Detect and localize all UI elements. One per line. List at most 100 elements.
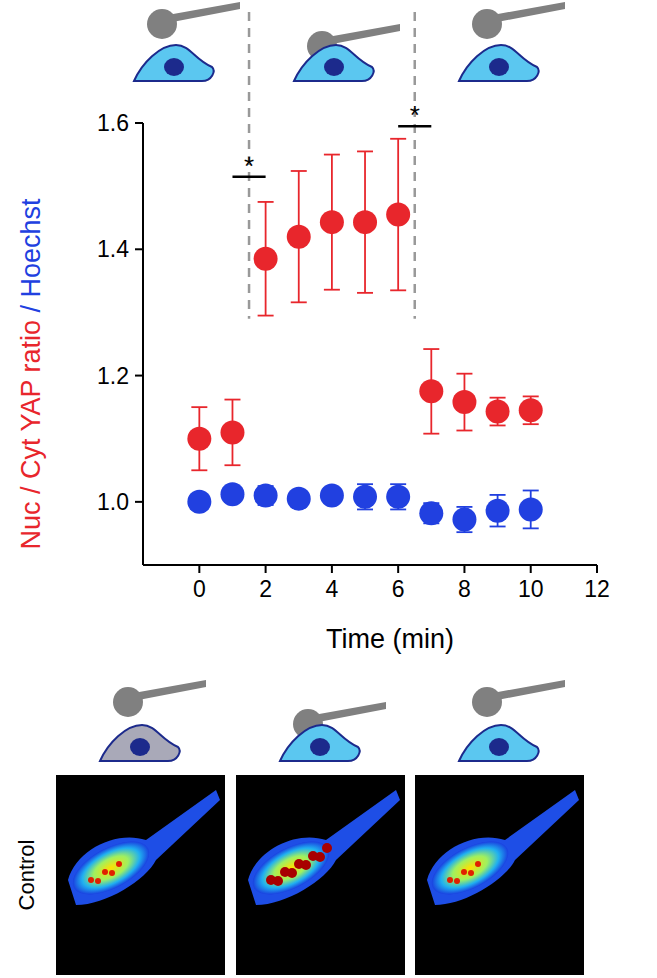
yap-spot bbox=[102, 869, 108, 875]
image-panel bbox=[56, 775, 225, 975]
cell-body bbox=[459, 725, 539, 761]
x-tick bbox=[530, 565, 532, 573]
x-tick bbox=[596, 565, 598, 573]
cell-body bbox=[280, 725, 360, 761]
y-axis-line bbox=[142, 123, 144, 565]
top-icons bbox=[134, 2, 565, 81]
yap-spot bbox=[95, 878, 101, 884]
data-point bbox=[353, 210, 377, 234]
cell-icon bbox=[294, 45, 374, 81]
yap-spot bbox=[301, 860, 311, 870]
data-point bbox=[320, 210, 344, 234]
data-point bbox=[353, 485, 377, 509]
y-tick bbox=[135, 122, 143, 124]
x-tick bbox=[463, 565, 465, 573]
data-point bbox=[187, 427, 211, 451]
x-tick-label: 8 bbox=[458, 576, 471, 602]
image-label: Control bbox=[14, 840, 39, 911]
data-point bbox=[519, 398, 543, 422]
x-tick-label: 10 bbox=[518, 576, 544, 602]
x-tick bbox=[198, 565, 200, 573]
data-point bbox=[386, 485, 410, 509]
data-point bbox=[452, 508, 476, 532]
y-tick bbox=[135, 501, 143, 503]
y-tick-label: 1.4 bbox=[97, 236, 129, 262]
yap-spot bbox=[447, 877, 453, 883]
x-axis-label: Time (min) bbox=[326, 624, 454, 654]
yap-spot bbox=[287, 868, 297, 878]
x-tick-label: 0 bbox=[193, 576, 206, 602]
x-tick bbox=[331, 565, 333, 573]
data-point bbox=[486, 499, 510, 523]
cell-body bbox=[294, 45, 374, 81]
cantilever-bead bbox=[472, 687, 502, 717]
panel-background bbox=[56, 775, 225, 975]
data-point bbox=[419, 379, 443, 403]
cell-body bbox=[134, 45, 214, 81]
cell-nucleus bbox=[489, 58, 509, 76]
data-point bbox=[519, 497, 543, 521]
panel-background bbox=[415, 775, 584, 975]
bottom-icons bbox=[100, 680, 565, 761]
data-point bbox=[452, 390, 476, 414]
cantilever-icon bbox=[472, 2, 565, 39]
x-tick-label: 4 bbox=[325, 576, 338, 602]
significance-label: * bbox=[244, 151, 254, 181]
cell-icon bbox=[459, 45, 539, 81]
data-point bbox=[386, 203, 410, 227]
cell-icon bbox=[134, 45, 214, 81]
y-axis-label: Nuc / Cyt YAP ratio / Hoechst bbox=[16, 198, 46, 550]
yap-spot bbox=[273, 876, 283, 886]
cell-nucleus bbox=[489, 738, 509, 756]
y-tick-label: 1.6 bbox=[97, 110, 129, 136]
y-tick bbox=[135, 375, 143, 377]
data-point bbox=[187, 490, 211, 514]
yap-spot bbox=[315, 852, 325, 862]
x-tick-label: 6 bbox=[392, 576, 405, 602]
cell-nucleus bbox=[310, 738, 330, 756]
data-point bbox=[254, 247, 278, 271]
panel-background bbox=[236, 775, 405, 975]
x-tick bbox=[397, 565, 399, 573]
y-axis-label-part: / Hoechst bbox=[16, 198, 46, 320]
data-point bbox=[220, 482, 244, 506]
y-tick-label: 1.2 bbox=[97, 363, 129, 389]
figure: Control1.01.21.41.6024681012Time (min)Nu… bbox=[0, 0, 657, 978]
yap-spot bbox=[454, 878, 460, 884]
data-point bbox=[287, 487, 311, 511]
cantilever-icon bbox=[472, 680, 565, 717]
cell-icon bbox=[100, 725, 180, 761]
significance-label: * bbox=[410, 100, 420, 130]
x-tick-label: 12 bbox=[584, 576, 610, 602]
cantilever-icon bbox=[147, 2, 240, 39]
data-point bbox=[419, 501, 443, 525]
yap-spot bbox=[116, 861, 122, 867]
series bbox=[187, 482, 542, 532]
cantilever-bead bbox=[147, 9, 177, 39]
cantilever-bead bbox=[472, 9, 502, 39]
data-point bbox=[254, 484, 278, 508]
y-tick bbox=[135, 248, 143, 250]
y-tick-label: 1.0 bbox=[97, 489, 129, 515]
yap-spot bbox=[475, 861, 481, 867]
yap-signal bbox=[65, 831, 158, 906]
cantilever-icon bbox=[113, 680, 206, 717]
image-panel bbox=[415, 775, 584, 975]
cantilever-bead bbox=[113, 687, 143, 717]
yap-spot bbox=[468, 870, 474, 876]
yap-spot bbox=[322, 843, 332, 853]
axes: 1.01.21.41.6024681012Time (min)Nuc / Cyt… bbox=[16, 110, 610, 654]
yap-spot bbox=[109, 870, 115, 876]
data-point bbox=[486, 400, 510, 424]
data-point bbox=[220, 420, 244, 444]
data-marks bbox=[187, 139, 542, 532]
yap-spot bbox=[88, 877, 94, 883]
series bbox=[187, 139, 542, 471]
x-tick bbox=[265, 565, 267, 573]
stimulus-line bbox=[413, 12, 416, 319]
data-point bbox=[320, 484, 344, 508]
cell-body bbox=[459, 45, 539, 81]
cell-nucleus bbox=[130, 738, 150, 756]
x-axis-line bbox=[143, 564, 597, 566]
cell-nucleus bbox=[164, 58, 184, 76]
